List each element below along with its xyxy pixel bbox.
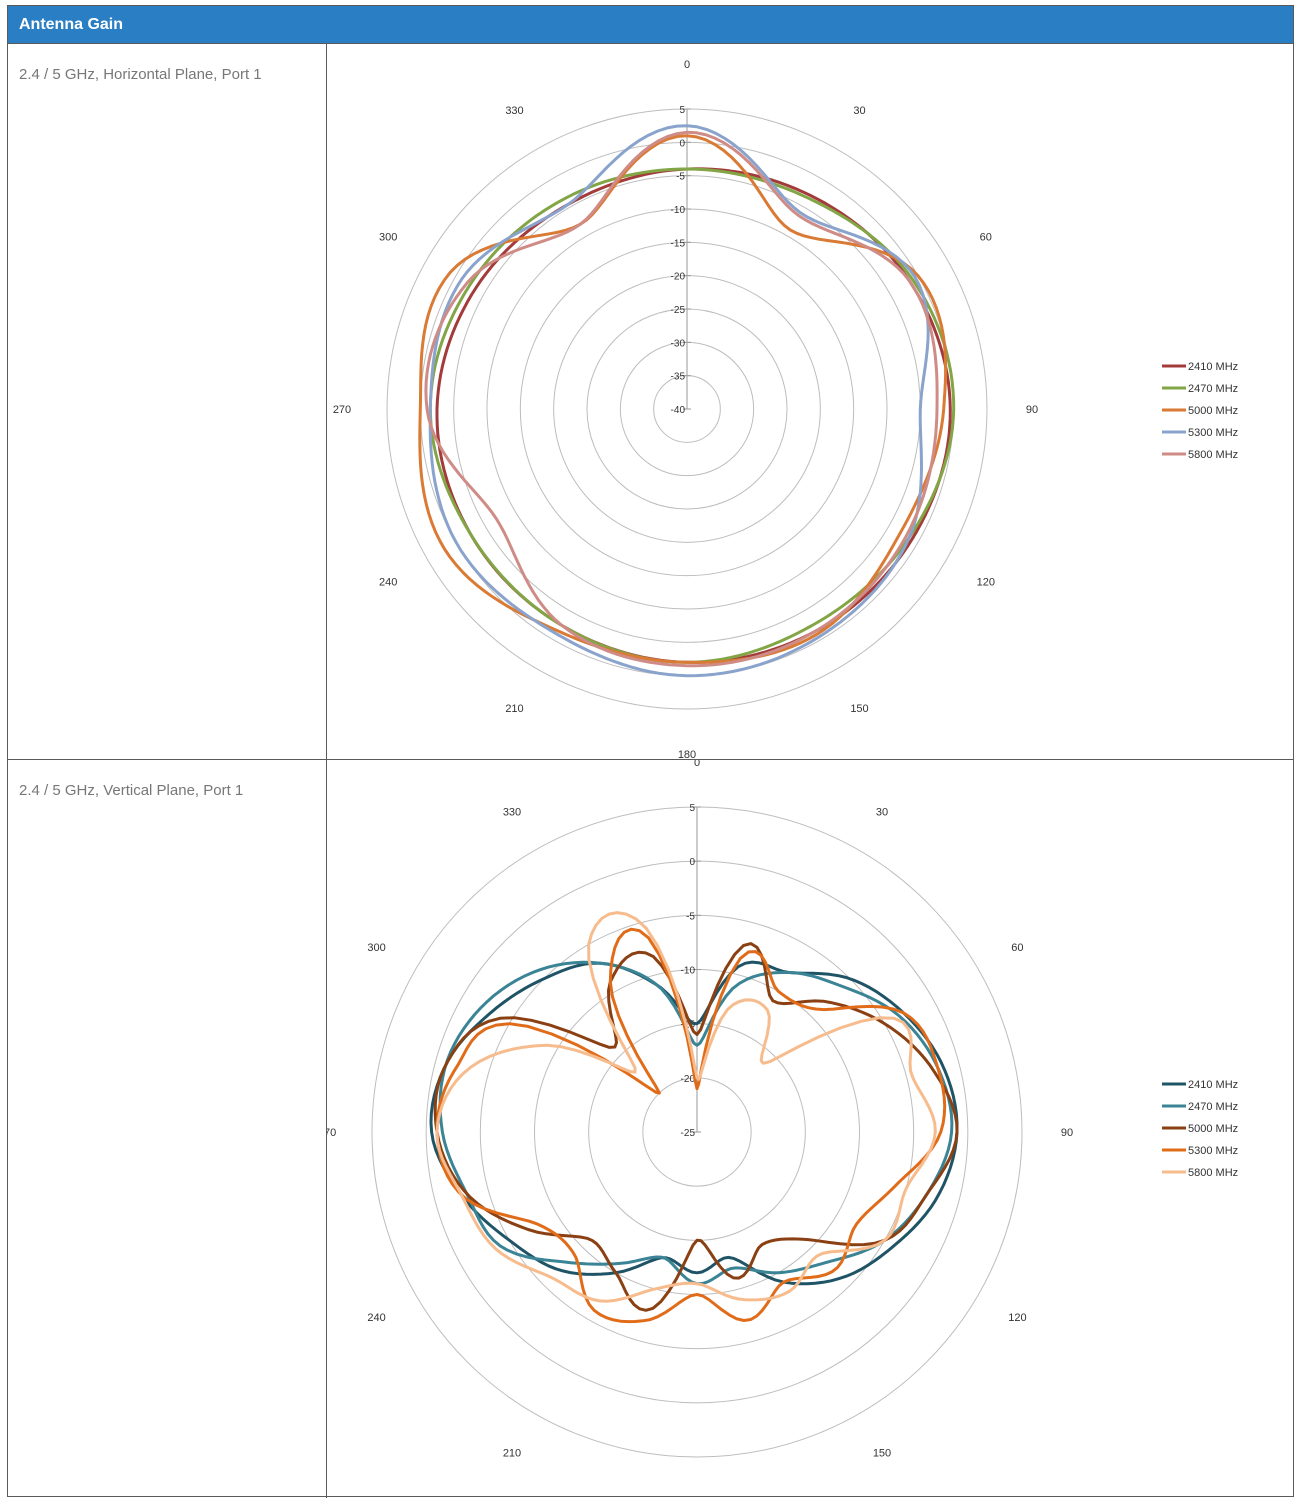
angle-label: 300 (367, 942, 385, 954)
radial-tick-label: -25 (671, 305, 686, 316)
polar-chart-horizontal: 5 0 -5 -10 -15 -20 -25 -30 -35 -40 0 30 60 90 120 150 18… (333, 59, 1238, 759)
series-line (435, 911, 937, 1303)
radial-tick-label: -10 (681, 966, 696, 977)
radial-tick-label: 0 (679, 138, 685, 149)
angle-label: 270 (333, 404, 351, 416)
radial-tick-label: 5 (679, 105, 685, 116)
radial-tick-label: -5 (676, 172, 685, 183)
row-label: 2.4 / 5 GHz, Horizontal Plane, Port 1 (19, 66, 262, 83)
radial-tick-label: -25 (681, 1128, 696, 1139)
chart-cell: 5 0 -5 -10 -15 -20 -25 -30 -35 -40 0 30 60 90 120 150 18… (327, 44, 1293, 759)
angle-label: 60 (980, 232, 992, 244)
series-line (433, 942, 959, 1312)
series-line (424, 130, 939, 668)
angle-label: 330 (505, 105, 523, 117)
angle-label: 270 (327, 1127, 336, 1139)
polar-chart-vertical: 5 0 -5 -10 -15 -20 -25 0 30 60 90 120 150 180 210 240 27… (327, 760, 1238, 1498)
series-line (435, 927, 947, 1324)
angle-label: 90 (1026, 404, 1038, 416)
radial-tick-label: -10 (671, 205, 686, 216)
legend-label: 5000 MHz (1188, 405, 1238, 417)
angle-label: 150 (850, 703, 868, 715)
angle-label: 240 (379, 577, 397, 589)
antenna-gain-table: Antenna Gain 2.4 / 5 GHz, Horizontal Pla… (7, 5, 1294, 1498)
legend-label: 5000 MHz (1188, 1123, 1238, 1135)
angle-label: 210 (505, 703, 523, 715)
legend-label: 5800 MHz (1188, 1167, 1238, 1179)
radial-tick-label: -35 (671, 372, 686, 383)
legend-label: 2410 MHz (1188, 1079, 1238, 1091)
angle-label: 180 (688, 1497, 706, 1498)
angle-label: 30 (876, 807, 888, 819)
series-line (418, 134, 948, 664)
radial-tick-label: -5 (686, 911, 695, 922)
table-header: Antenna Gain (8, 6, 1293, 44)
radial-tick-label: -15 (681, 1020, 696, 1031)
legend-label: 5300 MHz (1188, 1145, 1238, 1157)
angle-label: 120 (977, 577, 995, 589)
angle-label: 300 (379, 232, 397, 244)
chart-cell: 5 0 -5 -10 -15 -20 -25 0 30 60 90 120 150 180 210 240 27… (327, 760, 1293, 1498)
angle-label: 30 (853, 105, 865, 117)
angle-label: 120 (1008, 1312, 1026, 1324)
radial-tick-label: -20 (681, 1074, 696, 1085)
row-label-cell: 2.4 / 5 GHz, Horizontal Plane, Port 1 (8, 44, 327, 759)
row-label-cell: 2.4 / 5 GHz, Vertical Plane, Port 1 (8, 760, 327, 1498)
angle-label: 150 (873, 1447, 891, 1459)
legend-label: 5800 MHz (1188, 449, 1238, 461)
radial-tick-label: -30 (671, 338, 686, 349)
angle-label: 180 (678, 749, 696, 759)
angle-label: 0 (694, 760, 700, 769)
legend-label: 5300 MHz (1188, 427, 1238, 439)
radial-tick-label: -40 (671, 405, 686, 416)
legend-label: 2470 MHz (1188, 383, 1238, 395)
series-line (428, 124, 930, 678)
angle-label: 240 (367, 1312, 385, 1324)
table-row: 2.4 / 5 GHz, Vertical Plane, Port 1 5 0 -5… (8, 760, 1293, 1498)
angle-label: 60 (1011, 942, 1023, 954)
legend-label: 2470 MHz (1188, 1101, 1238, 1113)
angle-label: 330 (503, 807, 521, 819)
radial-tick-label: 0 (689, 857, 695, 868)
row-label: 2.4 / 5 GHz, Vertical Plane, Port 1 (19, 782, 244, 799)
series-line (438, 960, 954, 1286)
angle-label: 0 (684, 59, 690, 71)
radial-tick-label: 5 (689, 803, 695, 814)
series-line (429, 960, 959, 1286)
angle-label: 90 (1061, 1127, 1073, 1139)
radial-tick-label: -20 (671, 272, 686, 283)
angle-label: 210 (503, 1447, 521, 1459)
legend-label: 2410 MHz (1188, 361, 1238, 373)
radial-tick-label: -15 (671, 238, 686, 249)
